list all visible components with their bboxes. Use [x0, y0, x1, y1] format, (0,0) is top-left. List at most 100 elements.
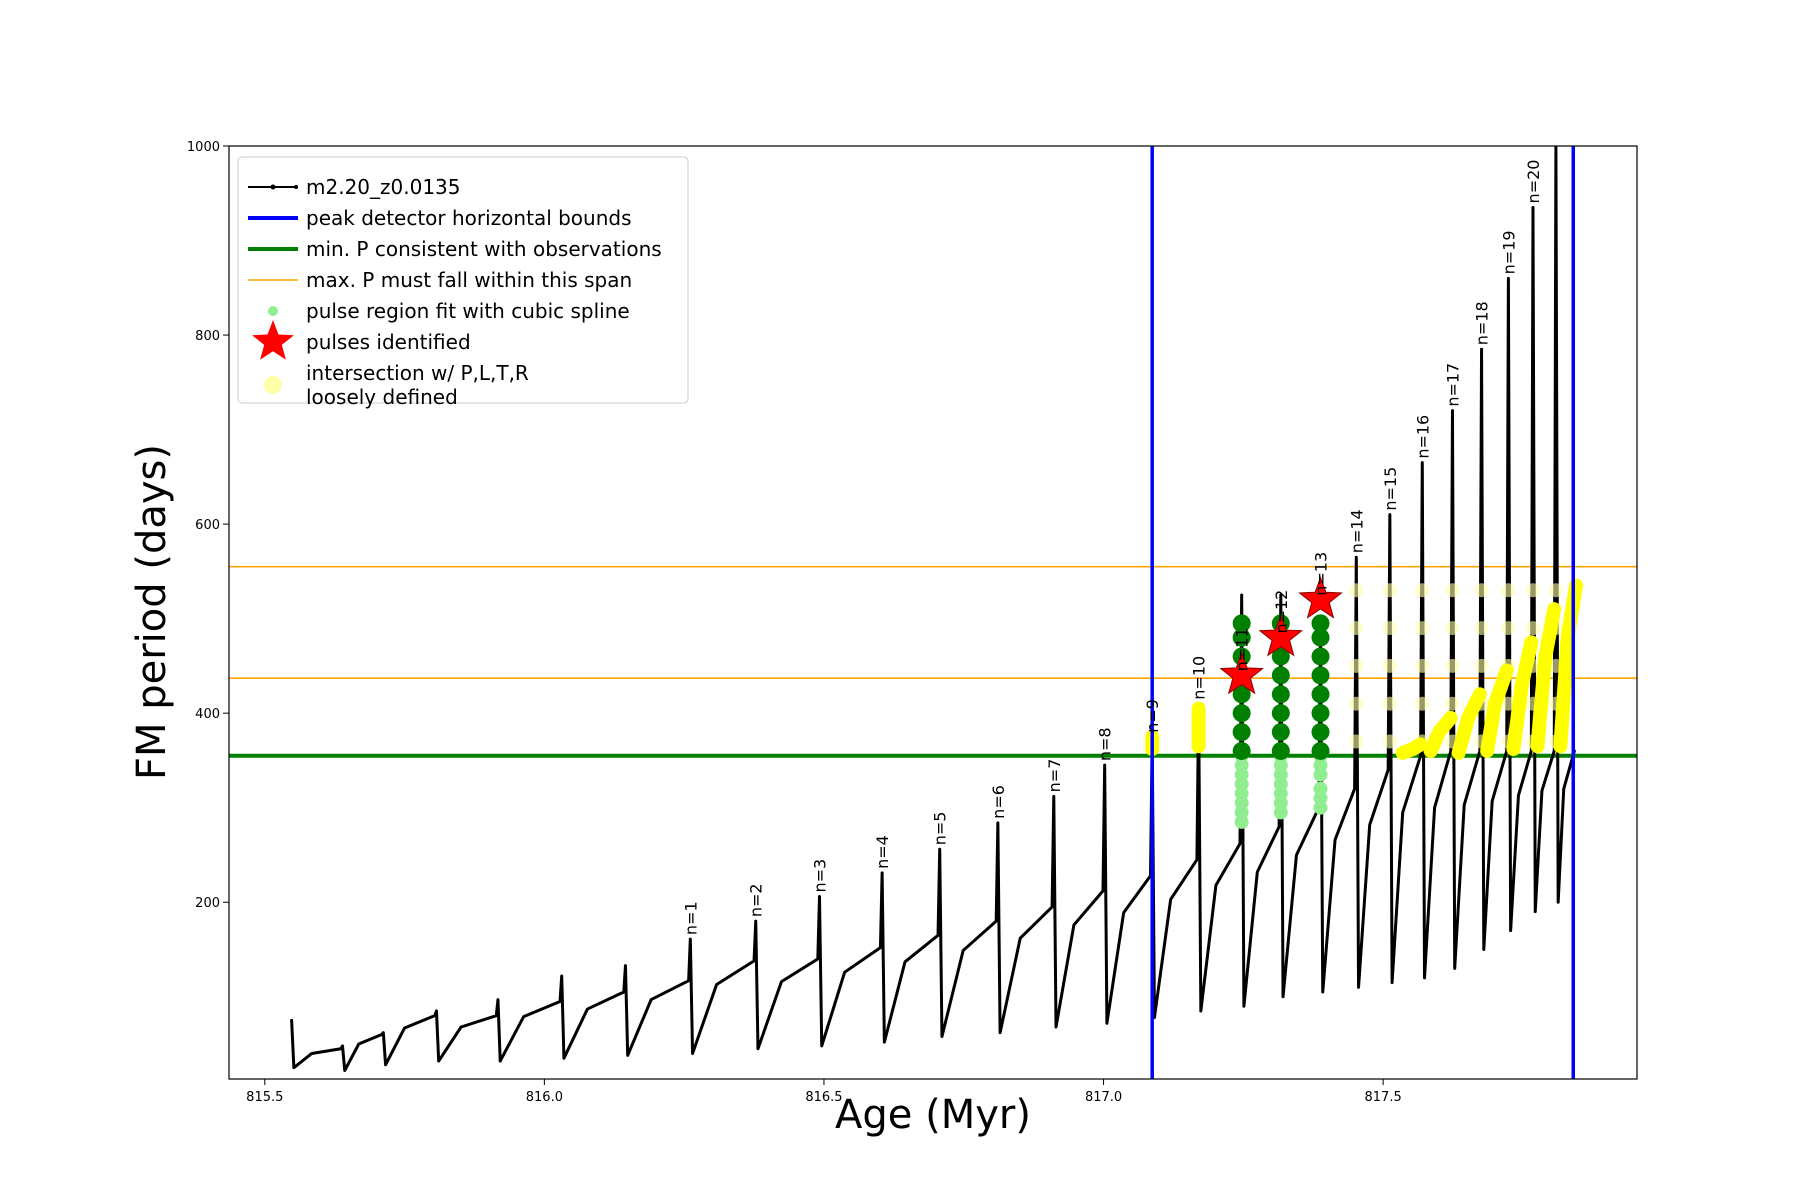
- x-tick-label: 816.0: [526, 1090, 563, 1105]
- data-point: [1445, 621, 1460, 636]
- data-point: [1548, 583, 1563, 598]
- y-tick-label: 200: [195, 896, 220, 911]
- data-point: [1311, 666, 1330, 685]
- data-point: [1271, 741, 1290, 760]
- annotation: n=11: [1233, 627, 1252, 671]
- legend-swatch: [268, 306, 278, 316]
- data-point: [1271, 647, 1290, 666]
- annotation: n=17: [1443, 363, 1462, 407]
- annotation: n=10: [1190, 656, 1209, 700]
- annotation: n=7: [1045, 759, 1064, 793]
- annotation: n=13: [1312, 552, 1331, 596]
- annotation: n=18: [1473, 301, 1492, 345]
- data-point: [1311, 614, 1330, 633]
- annotation: n=2: [747, 883, 766, 917]
- annotation: n=5: [931, 812, 950, 846]
- annotation: n=1: [681, 901, 700, 935]
- data-point: [1415, 583, 1430, 598]
- data-point: [1311, 704, 1330, 723]
- data-point: [1349, 658, 1364, 673]
- annotation: n=16: [1413, 415, 1432, 459]
- data-point: [1271, 666, 1290, 685]
- plot-area: [229, 146, 1637, 1079]
- data-point: [1525, 621, 1540, 636]
- legend-swatch: [270, 184, 276, 190]
- data-point: [1271, 704, 1290, 723]
- data-point: [1232, 704, 1251, 723]
- annotation: n=3: [810, 859, 829, 893]
- data-point: [1415, 621, 1430, 636]
- data-point: [1313, 781, 1328, 796]
- data-point: [1501, 621, 1516, 636]
- annotation: n=6: [989, 785, 1008, 819]
- data-point: [1525, 583, 1540, 598]
- data-line: [290, 146, 1576, 1072]
- star-marker: [1258, 614, 1304, 657]
- data-point: [1349, 696, 1364, 711]
- data-point: [1349, 583, 1364, 598]
- x-tick-label: 816.5: [805, 1090, 842, 1105]
- data-point: [1311, 685, 1330, 704]
- data-point: [1382, 734, 1397, 749]
- highlight-line: [1145, 578, 1584, 760]
- legend-swatch: [264, 376, 282, 394]
- data-point: [1445, 658, 1460, 673]
- legend-box: [237, 156, 689, 404]
- annotation: n=4: [873, 835, 892, 869]
- data-point: [1311, 723, 1330, 742]
- data-point: [1474, 621, 1489, 636]
- data-point: [1271, 685, 1290, 704]
- data-point: [1382, 658, 1397, 673]
- data-point: [1415, 658, 1430, 673]
- star-marker: [1219, 651, 1264, 695]
- legend-label: m2.20_z0.0135: [306, 175, 461, 199]
- legend-label: pulses identified: [306, 330, 471, 354]
- data-point: [1501, 583, 1516, 598]
- data-point: [1415, 696, 1430, 711]
- legend-label: loosely defined: [306, 385, 458, 409]
- legend-label: pulse region fit with cubic spline: [306, 299, 630, 323]
- data-point: [1311, 647, 1330, 666]
- data-point: [1271, 723, 1290, 742]
- data-point: [1349, 734, 1364, 749]
- plot-frame: [228, 145, 1638, 1080]
- data-point: [1349, 621, 1364, 636]
- data-point: [1474, 583, 1489, 598]
- x-axis-label: Age (Myr): [835, 1092, 1031, 1138]
- star-marker: [1298, 576, 1343, 619]
- data-point: [1445, 696, 1460, 711]
- data-point: [1474, 658, 1489, 673]
- x-tick-label: 817.0: [1085, 1090, 1122, 1105]
- data-point: [1445, 583, 1460, 598]
- y-tick-label: 600: [195, 518, 220, 533]
- x-tick-label: 815.5: [246, 1090, 283, 1105]
- annotation: n=12: [1272, 590, 1291, 634]
- y-tick-label: 800: [195, 329, 220, 344]
- annotation: n=9: [1143, 699, 1162, 733]
- data-point: [1232, 741, 1251, 760]
- data-point: [1311, 628, 1330, 647]
- legend-label: min. P consistent with observations: [306, 237, 662, 261]
- x-tick-label: 817.5: [1365, 1090, 1402, 1105]
- legend-label: intersection w/ P,L,T,R: [306, 361, 529, 385]
- data-point: [1382, 583, 1397, 598]
- legend-swatch: [294, 185, 298, 189]
- data-point: [1232, 614, 1251, 633]
- legend-label: peak detector horizontal bounds: [306, 206, 632, 230]
- annotation: n=14: [1347, 509, 1366, 553]
- legend-label: max. P must fall within this span: [306, 268, 632, 292]
- data-point: [1232, 628, 1251, 647]
- data-point: [1311, 741, 1330, 760]
- data-point: [1232, 685, 1251, 704]
- annotation: n=15: [1381, 467, 1400, 511]
- data-point: [1232, 723, 1251, 742]
- y-tick-label: 400: [195, 707, 220, 722]
- data-point: [1382, 696, 1397, 711]
- annotation: n=19: [1499, 230, 1518, 274]
- y-axis-label: FM period (days): [129, 444, 175, 780]
- legend-swatch: [252, 320, 294, 360]
- annotation: n=20: [1524, 160, 1543, 204]
- annotation: n=8: [1096, 727, 1115, 761]
